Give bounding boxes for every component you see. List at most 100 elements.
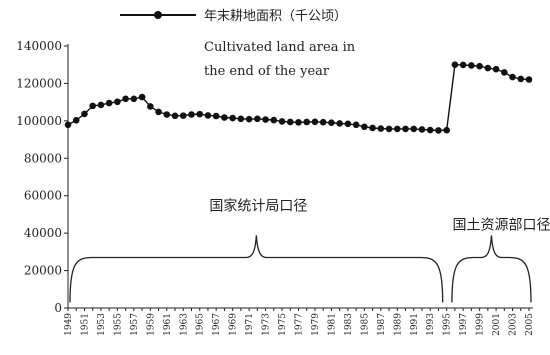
data-point (237, 115, 245, 123)
data-point (492, 65, 500, 73)
data-point (105, 99, 113, 107)
x-tick-label: 1967 (212, 313, 222, 336)
data-point (295, 119, 302, 126)
x-tick-label: 1971 (245, 313, 255, 336)
legend-label-zh: 年末耕地面积（千公顷） (204, 8, 347, 24)
x-tick-label: 1983 (344, 313, 354, 336)
x-tick-label: 1977 (295, 313, 305, 336)
data-point (97, 101, 105, 109)
x-tick-label: 1949 (64, 313, 74, 336)
data-point (484, 64, 492, 72)
data-point (303, 118, 311, 126)
x-tick-label: 1989 (393, 313, 403, 336)
data-point (89, 102, 96, 110)
data-point (311, 118, 319, 126)
data-point (196, 110, 204, 118)
data-point (179, 112, 187, 119)
data-point (476, 62, 483, 70)
brace-nbs-caliber (69, 235, 444, 303)
x-tick-label: 1975 (278, 313, 288, 336)
data-point (369, 124, 376, 132)
x-tick-label: 2005 (525, 313, 535, 336)
series-line (454, 64, 530, 81)
data-point (81, 110, 88, 118)
legend-marker (154, 11, 162, 19)
data-point (286, 118, 294, 126)
x-tick-label: 1959 (146, 313, 156, 336)
data-point (122, 95, 129, 103)
y-tick-label: 120000 (16, 76, 62, 90)
y-tick-label: 60000 (24, 189, 62, 203)
series-line (67, 96, 447, 132)
data-point (385, 125, 393, 133)
x-tick-label: 1955 (113, 313, 123, 336)
data-point (72, 116, 80, 124)
data-point (418, 126, 426, 133)
x-tick-label: 1987 (377, 313, 387, 336)
annotation-mlr-caliber: 国土资源部口径 (452, 217, 550, 233)
data-point (262, 116, 269, 123)
data-point (328, 119, 335, 127)
data-point (402, 125, 409, 133)
x-tick-label: 1965 (196, 313, 206, 336)
x-tick-label: 1969 (229, 313, 239, 336)
data-point (138, 93, 146, 101)
x-tick-label: 1993 (426, 313, 436, 336)
data-point (171, 112, 179, 120)
data-point (435, 127, 442, 134)
series-layer (64, 61, 533, 134)
x-tick-label: 2003 (509, 313, 519, 336)
data-point (245, 115, 253, 123)
data-point (114, 98, 121, 106)
x-tick-label: 1979 (311, 313, 321, 336)
data-point (468, 62, 475, 69)
x-tick-label: 1985 (360, 313, 370, 336)
y-tick-label: 140000 (16, 39, 62, 53)
data-point (393, 125, 401, 133)
series-connector (445, 64, 456, 131)
x-tick-label: 1995 (443, 313, 453, 336)
data-point (221, 114, 228, 121)
x-tick-label: 1953 (97, 313, 107, 336)
x-tick-label: 1963 (179, 313, 189, 336)
data-point (270, 116, 278, 124)
x-tick-label: 2001 (492, 313, 502, 336)
data-point (509, 73, 516, 81)
brace-mlr-caliber (451, 235, 532, 303)
x-tick-label: 1991 (410, 313, 420, 336)
data-point (254, 115, 261, 123)
data-point (361, 123, 368, 131)
x-tick-label: 1961 (163, 313, 173, 336)
data-point (525, 76, 533, 83)
y-tick-label: 0 (54, 301, 62, 315)
y-tick-label: 40000 (24, 226, 62, 240)
data-point (352, 121, 360, 129)
data-point (278, 118, 286, 125)
x-tick-label: 1981 (327, 313, 337, 336)
data-point (155, 108, 162, 116)
data-point (517, 75, 525, 83)
legend-label-en-line1: Cultivated land area in (204, 40, 356, 55)
x-tick-label: 1973 (262, 313, 272, 336)
data-point (147, 103, 154, 110)
x-tick-label: 1951 (80, 313, 90, 336)
data-point (426, 126, 434, 134)
annotation-nbs-caliber: 国家统计局口径 (209, 198, 307, 215)
y-tick-label: 100000 (16, 114, 62, 128)
data-point (319, 118, 327, 126)
y-axis: 0 20000 40000 60000 80000 100000 120000 140000 (16, 39, 69, 315)
x-tick-label: 1957 (130, 313, 140, 336)
data-point (163, 111, 171, 118)
data-point (336, 120, 343, 127)
data-point (204, 112, 212, 119)
legend-label-en-line2: the end of the year (204, 64, 330, 79)
x-tick-label: 1997 (459, 313, 469, 336)
data-point (377, 125, 385, 132)
data-point (344, 120, 352, 128)
x-axis: 1949 1951 1953 1955 1957 1959 1961 1963 1965 1967… (64, 307, 535, 336)
data-point (130, 95, 138, 103)
x-tick-label: 1999 (476, 313, 486, 336)
data-point (501, 69, 508, 76)
data-point (459, 61, 467, 69)
